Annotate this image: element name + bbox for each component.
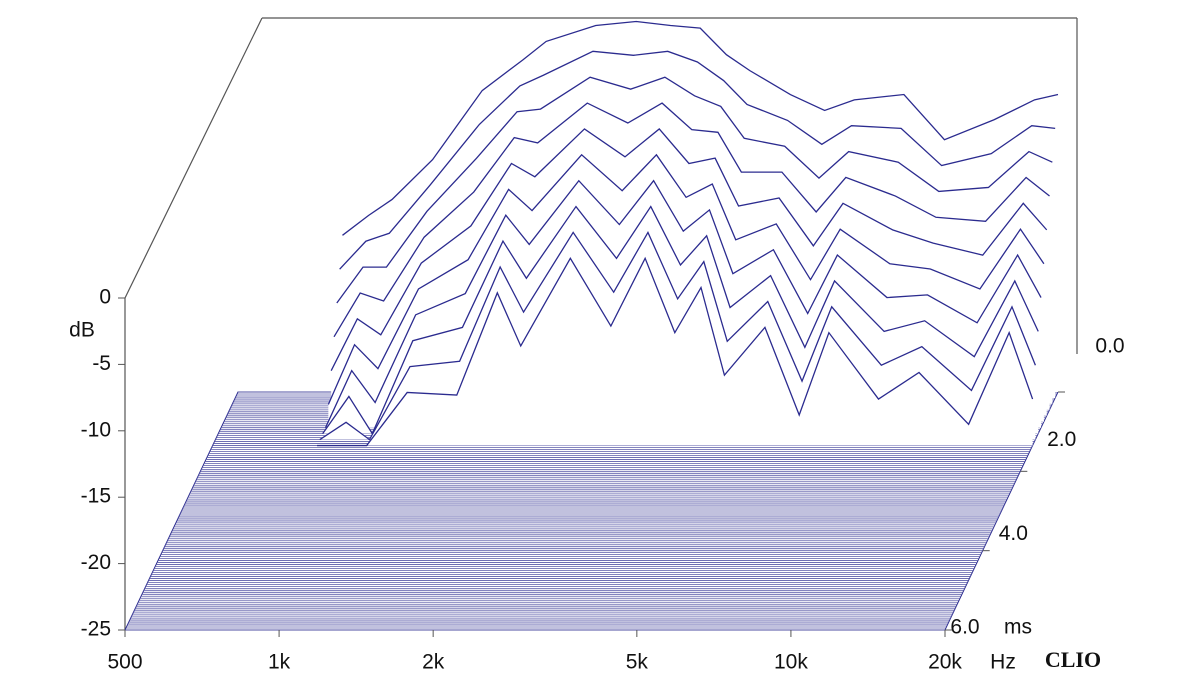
slice-line [319,230,1037,441]
slice-line [324,179,1042,428]
y-tick-label: -25 [81,618,111,641]
y-tick-label: -5 [92,352,111,375]
slice-fill [317,258,1033,446]
x-tick-label: 10k [774,651,808,674]
slice-line [339,50,1056,270]
slice-line [322,205,1039,436]
z-tick-label: 4.0 [999,522,1028,545]
slice-line [342,20,1059,236]
z-tick-label: 6.0 [950,616,979,639]
y-axis-label: dB [69,319,95,342]
slice-line [327,153,1045,405]
slice-line [317,256,1034,447]
y-tick-label: -20 [81,551,111,574]
slice-line [336,76,1053,304]
x-tick-label: 2k [422,651,445,674]
slice-line [333,102,1050,338]
y-tick-label: -15 [81,485,111,508]
x-unit: Hz [990,651,1016,674]
z-tick-label: 0.0 [1095,335,1124,358]
brand: CLIO [1045,647,1101,672]
z-unit: ms [1004,616,1032,639]
slice-line [330,128,1048,371]
x-tick-label: 5k [626,651,649,674]
x-tick-label: 1k [268,651,291,674]
y-tick-label: -10 [81,418,111,441]
x-tick-label: 500 [107,651,142,674]
frame-edge [124,17,263,299]
y-tick-label: 0 [99,286,111,309]
x-tick-label: 20k [928,651,962,674]
z-tick-label: 2.0 [1047,428,1076,451]
